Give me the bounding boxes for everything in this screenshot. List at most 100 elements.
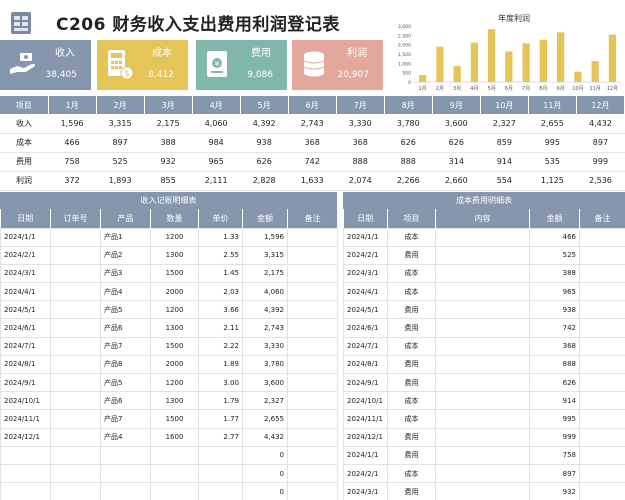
summary-cell: 742 xyxy=(288,152,337,172)
cost-row: 2024/5/1 费用 938 xyxy=(343,300,625,320)
income-row: 2024/8/1 产品8 2000 1.89 3,780 xyxy=(0,354,338,375)
x-tick-label: 9月 xyxy=(557,86,565,92)
summary-cell: 388 xyxy=(144,133,193,153)
cost-row: 2024/1/1 成本 466 xyxy=(343,227,625,247)
income-cell xyxy=(50,482,101,500)
summary-row-label: 成本 xyxy=(0,133,49,153)
income-col-header: 产品 xyxy=(100,209,151,228)
income-cell: 2000 xyxy=(150,354,199,375)
summary-row: 成本 466 897 388 984 938 368 368 626 626 859 995 897 xyxy=(0,133,625,153)
income-cell: 1300 xyxy=(150,391,199,411)
income-cell xyxy=(50,282,101,302)
cost-cell xyxy=(435,354,530,375)
income-value: 38,405 xyxy=(45,70,78,80)
income-cell: 1600 xyxy=(150,427,199,447)
income-row: 2024/4/1 产品4 2000 2.03 4,060 xyxy=(0,282,338,302)
summary-col-item: 项目 xyxy=(0,96,49,114)
income-cell: 2024/12/1 xyxy=(0,427,51,447)
cost-cell xyxy=(579,354,625,375)
cost-cell: 2024/11/1 xyxy=(343,409,388,429)
summary-cell: 525 xyxy=(96,152,145,172)
y-tick-label: 0 xyxy=(408,80,411,86)
summary-row: 利润 372 1,893 855 2,111 2,828 1,633 2,074 2,266 2,… xyxy=(0,171,625,191)
cost-cell: 742 xyxy=(529,318,580,338)
summary-col-month: 10月 xyxy=(480,96,529,114)
summary-cell: 888 xyxy=(384,152,433,172)
y-tick-label: 2,000 xyxy=(398,43,411,49)
cost-label: 成本 xyxy=(152,48,172,59)
income-cell: 产品1 xyxy=(100,227,151,247)
summary-cell: 932 xyxy=(144,152,193,172)
summary-cell: 466 xyxy=(48,133,97,153)
summary-cell: 4,392 xyxy=(240,114,289,134)
cost-cell xyxy=(435,409,530,429)
summary-cell: 4,432 xyxy=(576,114,625,134)
cost-cell xyxy=(579,245,625,265)
income-header-row: 日期 订单号 产品 数量 单价 金额 备注 xyxy=(0,209,338,228)
expense-label: 费用 xyxy=(251,48,271,59)
income-row: 2024/1/1 产品1 1200 1.33 1,596 xyxy=(0,227,338,247)
income-col-header: 数量 xyxy=(150,209,199,228)
x-tick-label: 7月 xyxy=(522,86,530,92)
income-cell xyxy=(287,227,338,247)
cost-cell: 费用 xyxy=(387,354,436,375)
monthly-summary-table: 项目 1月 2月 3月 4月 5月 6月 7月 8月 9月 10月 11月 12月 收入 1,596 3,3… xyxy=(0,96,625,191)
summary-cell: 3,315 xyxy=(96,114,145,134)
cost-col-header: 金额 xyxy=(529,209,580,228)
profit-bar xyxy=(505,51,513,82)
cost-cell: 888 xyxy=(529,354,580,375)
svg-text:¥: ¥ xyxy=(215,60,220,68)
income-cell: 2024/9/1 xyxy=(0,372,51,393)
x-tick-label: 10月 xyxy=(572,86,583,92)
cost-cell: 费用 xyxy=(387,482,436,500)
income-cell: 产品2 xyxy=(100,245,151,265)
summary-cell: 2,743 xyxy=(288,114,337,134)
summary-cell: 4,060 xyxy=(192,114,241,134)
x-tick-label: 5月 xyxy=(488,86,496,92)
cost-cell: 2024/2/1 xyxy=(343,245,388,265)
income-cell xyxy=(100,445,151,465)
income-cell xyxy=(50,245,101,265)
cost-cell: 费用 xyxy=(387,427,436,447)
summary-col-month: 4月 xyxy=(192,96,241,114)
y-tick-label: 500 xyxy=(402,71,411,77)
cost-cell xyxy=(579,282,625,302)
income-cell: 1.45 xyxy=(198,263,243,284)
profit-bar xyxy=(574,71,582,82)
cost-cell: 成本 xyxy=(387,391,436,411)
income-cell: 产品5 xyxy=(100,300,151,320)
hand-money-icon xyxy=(10,53,35,74)
income-cell xyxy=(50,263,101,284)
x-tick-label: 1月 xyxy=(419,86,427,92)
summary-cell: 984 xyxy=(192,133,241,153)
cost-cell xyxy=(579,445,625,465)
cost-value: 8,412 xyxy=(148,70,174,80)
income-cell xyxy=(0,482,51,500)
cost-cell: 897 xyxy=(529,463,580,484)
income-cell xyxy=(50,336,101,356)
income-cell: 2024/5/1 xyxy=(0,300,51,320)
summary-col-month: 9月 xyxy=(432,96,481,114)
summary-cell: 914 xyxy=(480,152,529,172)
income-cell: 2024/7/1 xyxy=(0,336,51,356)
cost-row: 2024/12/1 费用 999 xyxy=(343,427,625,447)
income-cell: 2.03 xyxy=(198,282,243,302)
summary-cell: 314 xyxy=(432,152,481,172)
summary-cell: 1,633 xyxy=(288,171,337,191)
income-cell: 3.00 xyxy=(198,372,243,393)
income-cell: 2,655 xyxy=(242,409,288,429)
summary-cell: 368 xyxy=(336,133,385,153)
profit-bar xyxy=(522,43,530,82)
y-tick-label: 1,500 xyxy=(398,52,411,58)
income-cell: 1.33 xyxy=(198,227,243,247)
summary-cell: 626 xyxy=(432,133,481,153)
summary-row-label: 费用 xyxy=(0,152,49,172)
y-tick-label: 1,000 xyxy=(398,61,411,67)
cost-cell xyxy=(435,336,530,356)
profit-bar xyxy=(608,34,616,82)
summary-cell: 3,780 xyxy=(384,114,433,134)
income-cell: 1500 xyxy=(150,263,199,284)
cost-cell xyxy=(579,427,625,447)
summary-col-month: 6月 xyxy=(288,96,337,114)
income-cell xyxy=(287,354,338,375)
